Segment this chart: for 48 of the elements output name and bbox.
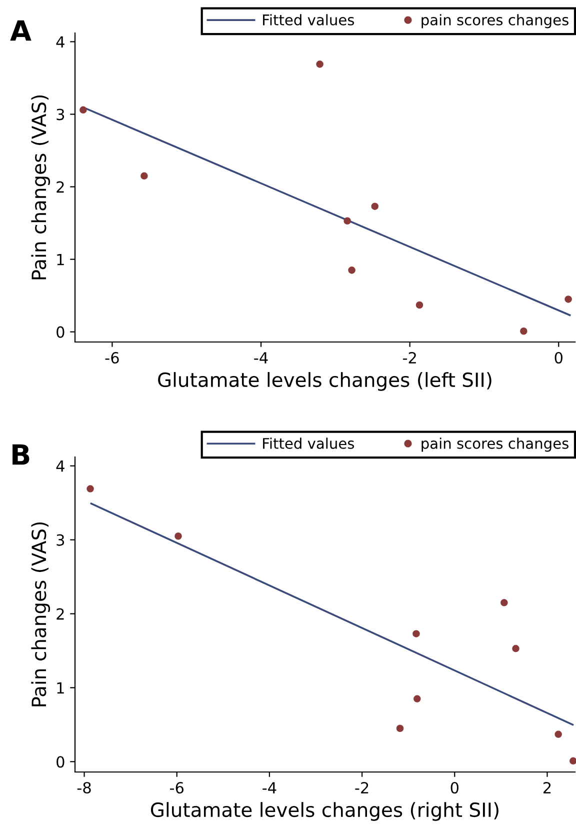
- point: [416, 301, 424, 309]
- x-tick-label: -8: [77, 782, 91, 794]
- x-tick-label: -6: [170, 782, 184, 794]
- x-tick-label: -2: [355, 782, 368, 794]
- x-axis-title: Glutamate levels changes (right SII): [150, 802, 498, 821]
- x-tick-label: -2: [402, 352, 416, 364]
- y-tick-label: 4: [56, 460, 64, 472]
- point: [564, 296, 572, 303]
- point: [500, 599, 508, 606]
- y-tick-label: 2: [56, 181, 64, 193]
- point: [413, 695, 421, 702]
- x-tick-label: 2: [543, 782, 551, 794]
- legend-label: pain scores changes: [422, 14, 568, 28]
- point: [554, 730, 562, 738]
- point: [570, 757, 576, 765]
- x-tick-label: -4: [254, 352, 268, 364]
- legend-label: Fitted values: [263, 14, 354, 26]
- point: [520, 327, 528, 335]
- y-tick-label: 1: [57, 254, 64, 266]
- point: [86, 485, 94, 492]
- point: [316, 60, 324, 68]
- point: [512, 644, 520, 652]
- x-tick-label: 0: [450, 782, 458, 794]
- y-tick-label: 4: [56, 36, 64, 48]
- y-tick-label: 1: [57, 682, 64, 694]
- point: [396, 724, 404, 732]
- y-tick-label: 3: [56, 534, 64, 546]
- x-tick-label: 0: [554, 352, 562, 364]
- text: A: [10, 20, 32, 41]
- legend-label: Fitted values: [263, 438, 354, 449]
- x-tick-label: -6: [105, 352, 119, 364]
- x-tick-label: -4: [262, 782, 276, 794]
- point: [371, 202, 378, 210]
- point: [344, 217, 351, 225]
- y-tick-label: 3: [56, 108, 64, 120]
- legend-label: pain scores changes: [422, 438, 568, 452]
- point: [412, 630, 420, 638]
- point: [140, 172, 148, 180]
- y-tick-label: 2: [56, 608, 64, 620]
- y-tick-label: 0: [56, 756, 64, 768]
- x-axis-title: Glutamate levels changes (left SII): [158, 372, 492, 391]
- y-axis-title: Pain changes (VAS): [31, 522, 50, 706]
- point: [80, 106, 87, 114]
- point: [348, 266, 356, 274]
- point: [174, 532, 182, 540]
- text: B: [12, 444, 30, 465]
- y-axis-title: Pain changes (VAS): [31, 95, 50, 280]
- y-tick-label: 0: [56, 326, 64, 338]
